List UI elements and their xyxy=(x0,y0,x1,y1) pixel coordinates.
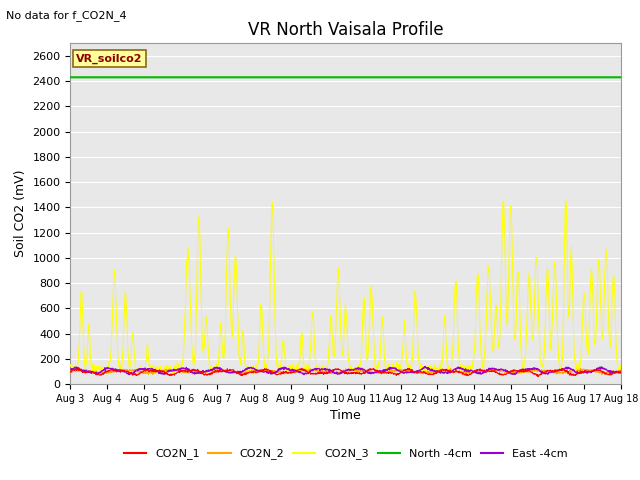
Text: No data for f_CO2N_4: No data for f_CO2N_4 xyxy=(6,10,127,21)
X-axis label: Time: Time xyxy=(330,409,361,422)
Legend: CO2N_1, CO2N_2, CO2N_3, North -4cm, East -4cm: CO2N_1, CO2N_2, CO2N_3, North -4cm, East… xyxy=(119,444,572,464)
Y-axis label: Soil CO2 (mV): Soil CO2 (mV) xyxy=(14,170,27,257)
Text: VR_soilco2: VR_soilco2 xyxy=(76,53,143,64)
Title: VR North Vaisala Profile: VR North Vaisala Profile xyxy=(248,21,444,39)
